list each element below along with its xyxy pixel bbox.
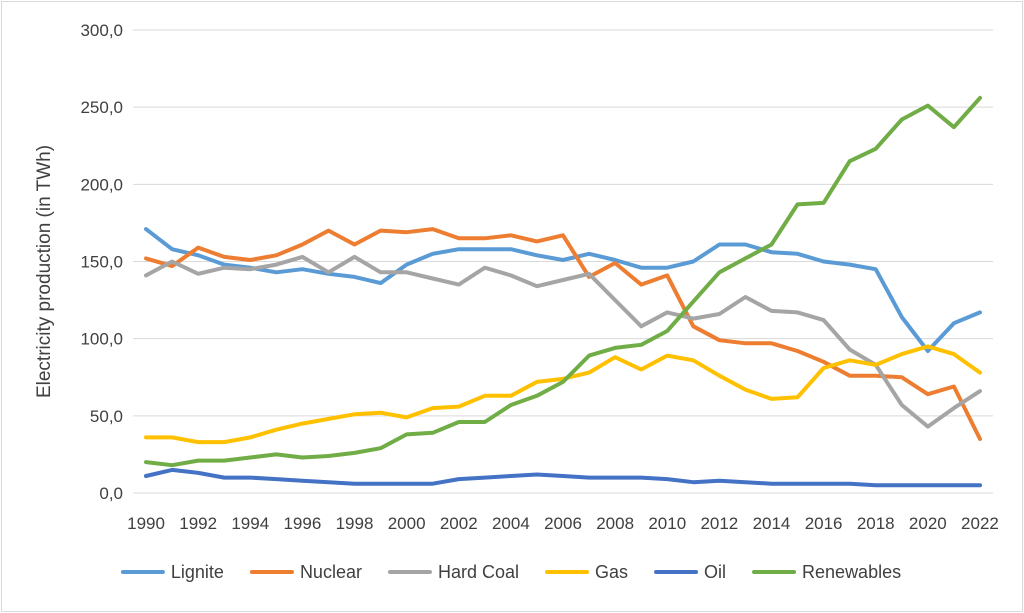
x-tick-label: 2004 <box>492 514 530 533</box>
x-tick-label: 2000 <box>388 514 426 533</box>
x-tick-label: 2020 <box>909 514 947 533</box>
x-tick-label: 1996 <box>283 514 321 533</box>
x-tick-label: 1990 <box>127 514 165 533</box>
x-tick-label: 2012 <box>700 514 738 533</box>
y-tick-label: 100,0 <box>80 330 123 349</box>
x-tick-label: 1998 <box>336 514 374 533</box>
series-lines <box>144 95 982 488</box>
legend-label: Nuclear <box>300 562 362 582</box>
x-tick-label: 1992 <box>179 514 217 533</box>
legend-item-oil: Oil <box>654 562 726 582</box>
x-tick-label: 2002 <box>440 514 478 533</box>
x-tick-label: 2018 <box>857 514 895 533</box>
y-tick-label: 50,0 <box>90 407 123 426</box>
legend-label: Gas <box>595 562 628 582</box>
y-tick-label: 150,0 <box>80 253 123 272</box>
legend-label: Hard Coal <box>438 562 519 582</box>
y-axis-tick-labels: 0,0 50,0 100,0 150,0 200,0 250,0 300,0 <box>80 21 123 503</box>
legend-label: Lignite <box>171 562 224 582</box>
legend-item-lignite: Lignite <box>120 562 224 582</box>
legend-item-nuclear: Nuclear <box>249 562 362 582</box>
legend-item-gas: Gas <box>545 562 628 582</box>
y-tick-label: 200,0 <box>80 175 123 194</box>
x-tick-label: 2016 <box>805 514 843 533</box>
legend: Lignite Nuclear Hard Coal Gas Oil Renewables <box>120 562 901 582</box>
x-tick-label: 2022 <box>961 514 999 533</box>
series-line-renewables <box>144 95 982 468</box>
gridlines <box>133 29 993 494</box>
x-tick-label: 2010 <box>648 514 686 533</box>
y-axis-title: Electricity production (in TWh) <box>34 145 55 398</box>
x-tick-label: 2006 <box>544 514 582 533</box>
series-line-lignite <box>144 227 982 353</box>
series-line-oil <box>144 467 982 488</box>
legend-item-hard-coal: Hard Coal <box>387 562 519 582</box>
x-tick-label: 2014 <box>753 514 791 533</box>
series-line-hard-coal <box>144 254 982 429</box>
x-axis-tick-labels: 1990 1992 1994 1996 1998 2000 2002 2004 2006 2008… <box>127 514 999 533</box>
legend-label: Oil <box>704 562 726 582</box>
y-tick-label: 250,0 <box>80 98 123 117</box>
series-line-nuclear <box>144 227 982 441</box>
series-line-gas <box>144 344 982 445</box>
legend-label: Renewables <box>802 562 901 582</box>
x-tick-label: 2008 <box>596 514 634 533</box>
y-tick-label: 300,0 <box>80 21 123 40</box>
y-tick-label: 0,0 <box>99 484 123 503</box>
legend-item-renewables: Renewables <box>752 562 901 582</box>
x-tick-label: 1994 <box>231 514 269 533</box>
